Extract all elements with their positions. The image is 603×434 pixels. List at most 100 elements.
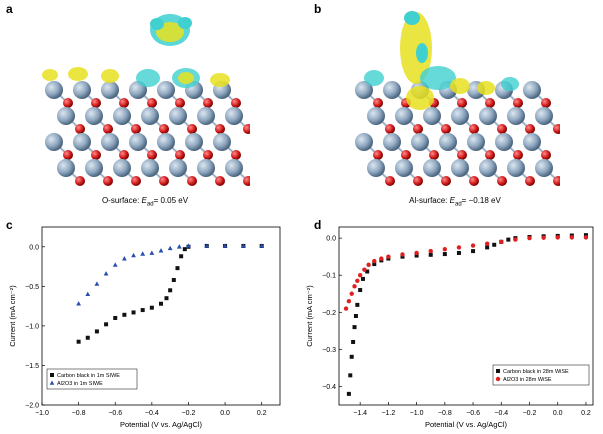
legend: Carbon black in 1m SIWE Al2O3 in 1m SIWE xyxy=(46,368,138,390)
data-point xyxy=(94,329,99,334)
x-tick-label: −0.6 xyxy=(466,410,480,417)
o-atom xyxy=(231,98,241,108)
x-tick-label: −1.2 xyxy=(381,410,395,417)
o-atom xyxy=(103,176,113,186)
x-tick-label: 0.2 xyxy=(581,410,591,417)
data-point xyxy=(346,298,352,304)
al-atom xyxy=(395,159,413,177)
o-atom xyxy=(203,98,213,108)
series-triangle xyxy=(76,243,265,306)
o-atom xyxy=(187,176,197,186)
al-atom xyxy=(225,159,243,177)
al-atom xyxy=(73,81,91,99)
o-atom xyxy=(513,150,523,160)
al-atom xyxy=(467,133,485,151)
y-tick-label: −0.5 xyxy=(25,284,39,291)
o-atom xyxy=(525,176,535,186)
o-atom xyxy=(147,98,157,108)
data-point xyxy=(442,252,447,257)
o-atom xyxy=(469,124,479,134)
al-atom xyxy=(395,107,413,125)
legend-label: Al2O3 in 28m WiSE xyxy=(503,377,552,383)
data-point xyxy=(131,252,136,258)
al-atom xyxy=(185,133,203,151)
o-atom xyxy=(413,124,423,134)
legend-marker xyxy=(49,380,55,385)
x-tick-label: −0.6 xyxy=(108,410,122,417)
o-atom xyxy=(513,98,523,108)
data-point xyxy=(351,339,356,344)
al-atom xyxy=(57,107,75,125)
o-atom xyxy=(429,150,439,160)
o-surface-structure-render xyxy=(40,8,253,188)
al-surface-caption: Al-surface: Ead= −0.18 eV xyxy=(409,196,501,208)
legend-marker xyxy=(50,373,54,377)
al-atom xyxy=(157,81,175,99)
data-point xyxy=(149,305,154,310)
al-atom xyxy=(523,133,541,151)
al-surface-structure-render xyxy=(350,8,563,188)
data-point xyxy=(131,310,136,315)
x-axis-label: Potential (V vs. Ag/AgCl) xyxy=(425,420,508,429)
legend-frame xyxy=(492,364,590,386)
adsorbate-isosurface xyxy=(150,14,192,46)
al-atom xyxy=(479,107,497,125)
data-point xyxy=(113,315,118,320)
x-tick-label: −0.8 xyxy=(438,410,452,417)
data-point xyxy=(362,267,367,272)
surface-isosurface xyxy=(364,66,519,95)
al-atom xyxy=(355,81,373,99)
data-point xyxy=(414,250,419,256)
al-atom xyxy=(45,133,63,151)
data-point xyxy=(176,244,182,249)
data-point xyxy=(175,266,180,271)
al-atom xyxy=(225,107,243,125)
x-tick-label: −0.8 xyxy=(72,410,86,417)
data-point xyxy=(499,239,504,245)
x-tick-label: −1.0 xyxy=(410,410,424,417)
o-atom xyxy=(119,150,129,160)
al-atom xyxy=(129,133,147,151)
al-atom xyxy=(169,159,187,177)
legend-marker xyxy=(496,369,500,373)
o-atom xyxy=(159,176,169,186)
x-tick-label: −0.4 xyxy=(494,410,508,417)
data-point xyxy=(182,247,187,252)
legend-label: Carbon black in 28m WiSE xyxy=(503,369,569,375)
y-axis-label: Current (mA cm⁻²) xyxy=(8,285,17,347)
data-point xyxy=(103,271,109,276)
panel-label-d: d xyxy=(314,218,322,232)
adsorbate-isosurface xyxy=(400,11,434,110)
data-point xyxy=(85,335,90,340)
data-point xyxy=(349,291,354,296)
data-point xyxy=(259,243,265,248)
o-atom xyxy=(75,124,85,134)
data-point xyxy=(167,245,173,251)
al-atom xyxy=(113,107,131,125)
al-atom xyxy=(535,159,553,177)
o-atom xyxy=(485,150,495,160)
data-point xyxy=(122,312,127,317)
chart-c: −1.0 −0.8 −0.6 −0.4 −0.2 0.0 0.2 −2.0 −1.5 −1.0 −0… xyxy=(8,226,281,429)
data-point xyxy=(104,322,109,327)
data-point xyxy=(471,249,476,254)
legend-label: Carbon black in 1m SIWE xyxy=(57,373,120,379)
x-tick-label: 0.2 xyxy=(257,410,267,417)
o-atom xyxy=(385,176,395,186)
data-point xyxy=(428,248,433,254)
data-point xyxy=(94,281,100,286)
o-atom xyxy=(413,176,423,186)
o-atom xyxy=(441,176,451,186)
data-point xyxy=(355,278,360,283)
o-atom xyxy=(103,124,113,134)
data-point xyxy=(186,243,191,248)
data-point xyxy=(349,354,354,359)
y-tick-label: −0.2 xyxy=(322,310,336,317)
o-atom xyxy=(131,124,141,134)
o-atom xyxy=(159,124,169,134)
chart-d: −1.4 −1.2 −1.0 −0.8 −0.6 −0.4 −0.2 0.0 0.2 −0.4 −0… xyxy=(305,226,594,429)
data-point xyxy=(357,273,363,278)
data-point xyxy=(366,262,371,268)
o-atom xyxy=(497,124,507,134)
x-tick-label: −1.0 xyxy=(35,410,49,417)
